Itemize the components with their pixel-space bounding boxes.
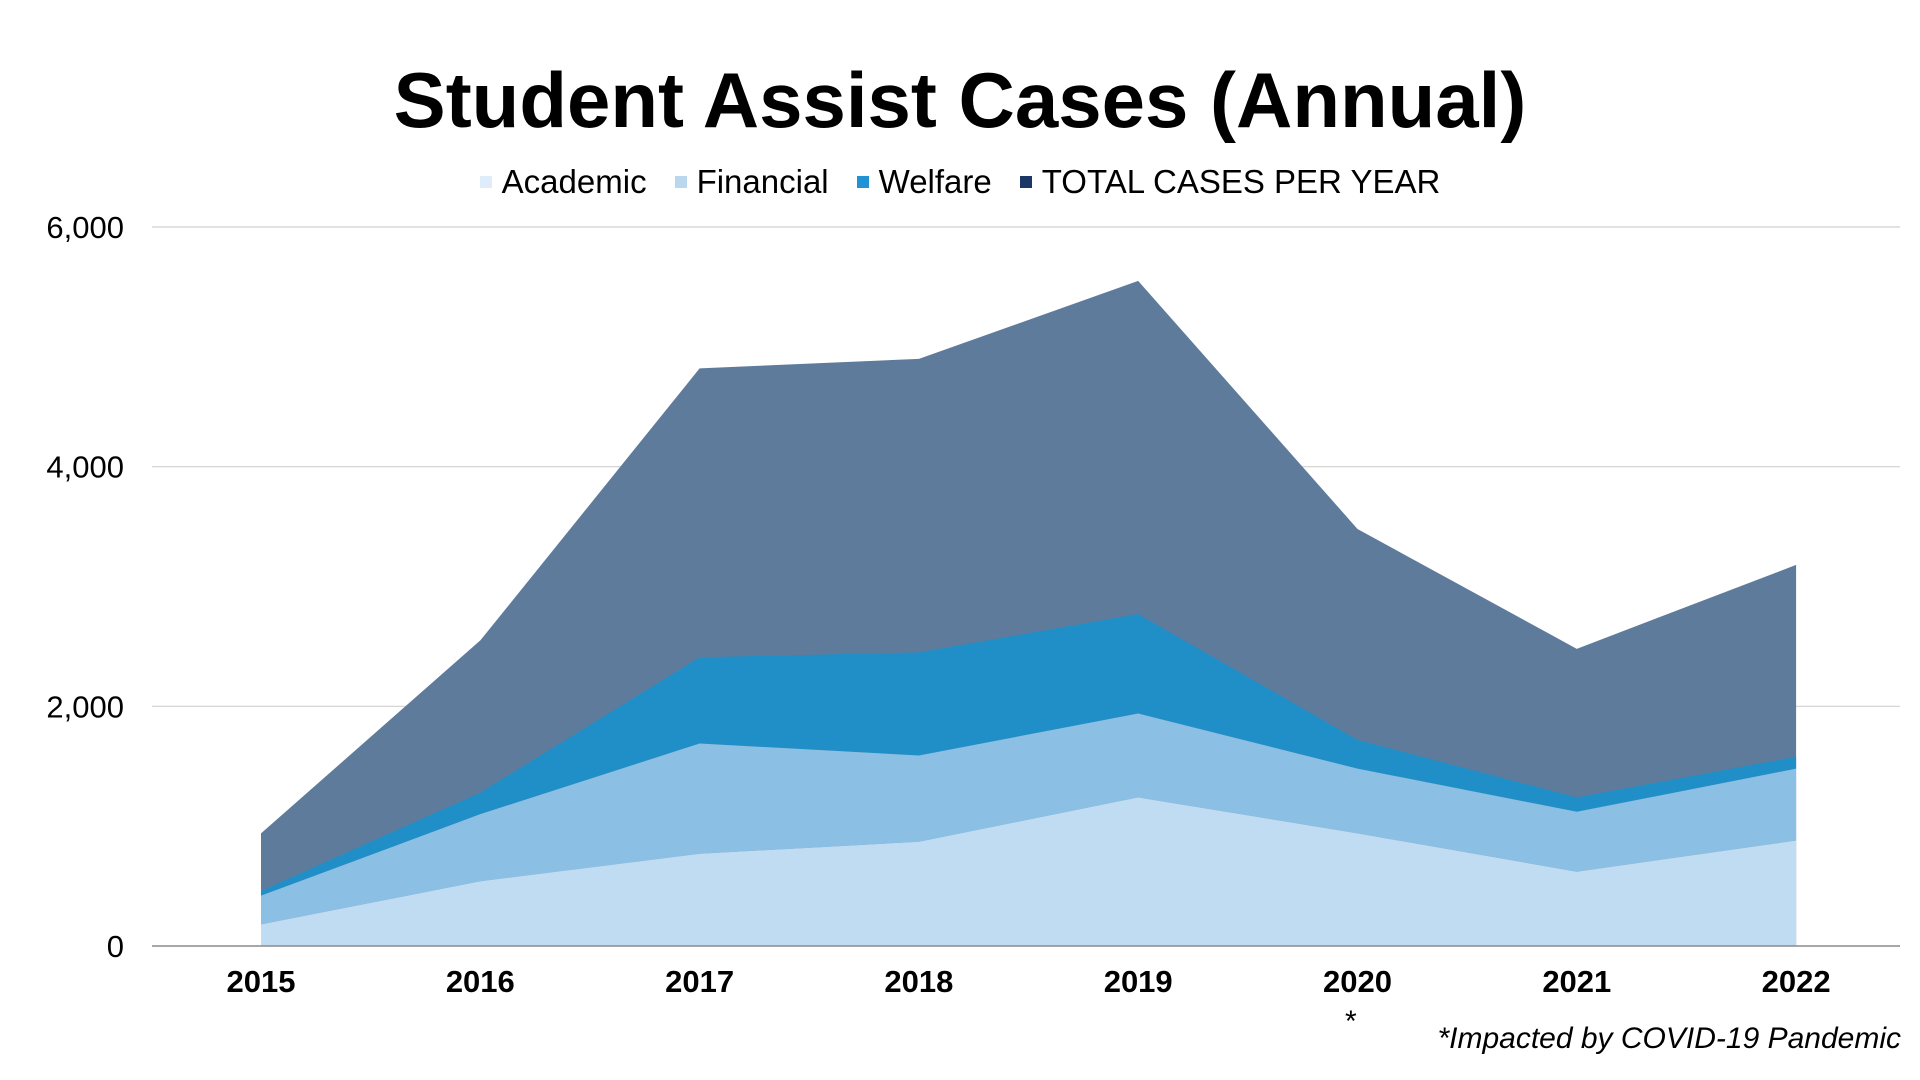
x-tick-label-2022: 2022 bbox=[1762, 964, 1831, 999]
x-tick-label-2017: 2017 bbox=[665, 964, 734, 999]
footnote-marker: * bbox=[1345, 1005, 1357, 1039]
x-tick-label-2015: 2015 bbox=[227, 964, 296, 999]
y-tick-label-4000: 4,000 bbox=[46, 450, 124, 485]
x-tick-label-2018: 2018 bbox=[884, 964, 953, 999]
footnote-text: *Impacted by COVID-19 Pandemic bbox=[1437, 1022, 1901, 1056]
x-tick-label-2020: 2020 bbox=[1323, 964, 1392, 999]
x-tick-label-2019: 2019 bbox=[1104, 964, 1173, 999]
x-tick-label-2016: 2016 bbox=[446, 964, 515, 999]
x-tick-label-2021: 2021 bbox=[1542, 964, 1611, 999]
y-tick-label-0: 0 bbox=[107, 929, 124, 964]
y-tick-label-2000: 2,000 bbox=[46, 689, 124, 724]
y-tick-label-6000: 6,000 bbox=[46, 210, 124, 245]
